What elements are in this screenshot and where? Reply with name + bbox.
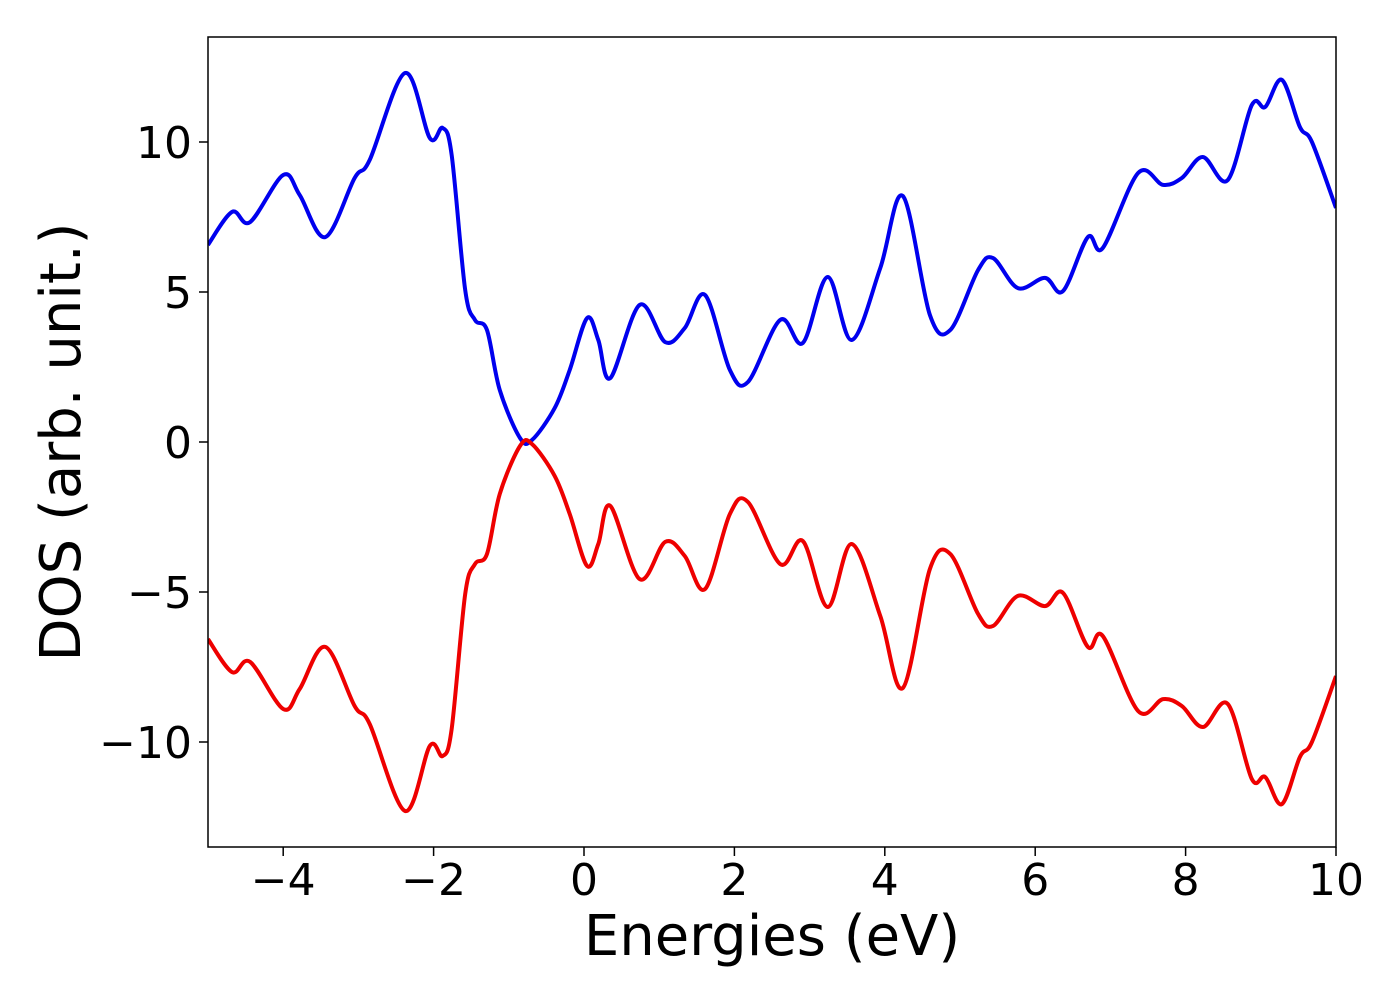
plot-area — [208, 71, 1336, 813]
line-down — [208, 438, 1336, 813]
x-tick-label: 6 — [1021, 855, 1049, 906]
axes-frame — [207, 36, 1337, 848]
x-tick-label: 10 — [1308, 855, 1364, 906]
x-tick-label: 0 — [570, 855, 598, 906]
x-tick-label: 4 — [871, 855, 899, 906]
line-up — [208, 71, 1336, 446]
y-tick-label: 10 — [136, 118, 192, 169]
x-axis-label: Energies (eV) — [584, 904, 960, 969]
y-tick-label: −10 — [99, 718, 192, 769]
x-tick-label: −2 — [401, 855, 466, 906]
x-tick-label: −4 — [251, 855, 316, 906]
y-axis-label: DOS (arb. unit.) — [29, 222, 94, 661]
y-tick-label: 5 — [164, 268, 192, 319]
y-tick-label: −5 — [127, 568, 192, 619]
y-tick-label: 0 — [164, 418, 192, 469]
x-tick-label: 8 — [1172, 855, 1200, 906]
x-tick-label: 2 — [720, 855, 748, 906]
